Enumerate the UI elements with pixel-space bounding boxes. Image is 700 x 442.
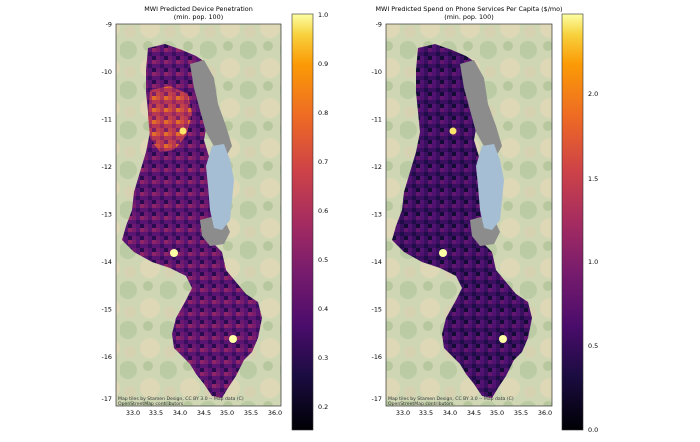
y-tick-label: -9 bbox=[106, 21, 112, 29]
masked-zone bbox=[190, 60, 232, 160]
x-tick-label: 35.0 bbox=[490, 409, 504, 417]
x-axis: 33.0 33.5 34.0 34.5 35.0 35.5 36.0 bbox=[396, 409, 552, 417]
x-tick-label: 33.5 bbox=[149, 409, 163, 417]
map-area bbox=[116, 24, 281, 406]
colorbar: 1.0 0.9 0.8 0.7 0.6 0.5 0.4 0.3 0.2 bbox=[291, 11, 328, 431]
colorbar-tick-label: 1.5 bbox=[588, 175, 598, 183]
y-tick-label: -17 bbox=[372, 395, 382, 403]
colorbar-tick-label: 0.0 bbox=[588, 426, 598, 434]
map-area bbox=[386, 24, 552, 406]
x-axis: 33.0 33.5 34.0 34.5 35.0 35.5 36.0 bbox=[126, 409, 282, 417]
y-tick-label: -9 bbox=[376, 21, 382, 29]
y-tick-label: -11 bbox=[102, 116, 112, 124]
attribution-line-1: Map tiles by Stamen Design, CC BY 3.0 --… bbox=[118, 396, 244, 402]
x-tick-label: 36.0 bbox=[268, 409, 282, 417]
hotspot-lilongwe bbox=[439, 249, 447, 257]
panel-device-penetration: MWI Predicted Device Penetration (min. p… bbox=[102, 5, 328, 431]
heatmap-region bbox=[392, 44, 532, 398]
y-tick-label: -15 bbox=[102, 306, 112, 314]
colorbar-tick-label: 1.0 bbox=[318, 11, 328, 19]
colorbar-gradient bbox=[291, 13, 314, 431]
lake-malawi bbox=[476, 144, 504, 230]
attribution-line-1: Map tiles by Stamen Design, CC BY 3.0 --… bbox=[388, 396, 514, 402]
hotspot-blantyre bbox=[499, 335, 507, 343]
y-tick-label: -16 bbox=[102, 353, 112, 361]
colorbar-tick-label: 2.0 bbox=[588, 90, 598, 98]
lake-malawi bbox=[206, 144, 234, 230]
colorbar-tick-label: 0.3 bbox=[318, 354, 328, 362]
panel-spend-per-capita: MWI Predicted Spend on Phone Services Pe… bbox=[372, 5, 599, 434]
y-tick-label: -10 bbox=[102, 68, 112, 76]
colorbar-tick-label: 0.4 bbox=[318, 305, 328, 313]
panel-title: MWI Predicted Spend on Phone Services Pe… bbox=[376, 5, 563, 13]
panel-subtitle: (min. pop. 100) bbox=[444, 13, 493, 21]
colorbar: 2.0 1.5 1.0 0.5 0.0 bbox=[561, 13, 598, 434]
hotspot-blantyre bbox=[229, 335, 237, 343]
hotspot-mzuzu bbox=[179, 127, 187, 135]
y-tick-label: -14 bbox=[102, 258, 112, 266]
y-tick-label: -17 bbox=[102, 395, 112, 403]
colorbar-tick-label: 0.8 bbox=[318, 109, 328, 117]
y-tick-label: -15 bbox=[372, 306, 382, 314]
x-tick-label: 34.0 bbox=[443, 409, 457, 417]
hotspot-lilongwe bbox=[170, 249, 178, 257]
y-tick-label: -10 bbox=[372, 68, 382, 76]
x-tick-label: 33.5 bbox=[419, 409, 433, 417]
x-tick-label: 34.5 bbox=[197, 409, 211, 417]
colorbar-tick-label: 0.5 bbox=[318, 256, 328, 264]
x-tick-label: 34.0 bbox=[173, 409, 187, 417]
x-tick-label: 35.0 bbox=[220, 409, 234, 417]
map-frame bbox=[385, 23, 553, 407]
y-axis: -9 -10 -11 -12 -13 -14 -15 -16 -17 bbox=[372, 21, 382, 404]
colorbar-tick-label: 0.7 bbox=[318, 158, 328, 166]
hotspot-mzuzu bbox=[449, 127, 457, 135]
x-tick-label: 33.0 bbox=[126, 409, 140, 417]
y-tick-label: -11 bbox=[372, 116, 382, 124]
panel-title: MWI Predicted Device Penetration bbox=[144, 5, 253, 13]
x-tick-label: 35.5 bbox=[244, 409, 258, 417]
y-tick-label: -13 bbox=[372, 211, 382, 219]
heatmap-hot-zone bbox=[148, 86, 192, 152]
panel-subtitle: (min. pop. 100) bbox=[174, 13, 223, 21]
attribution-line-2: OpenStreetMap contributors bbox=[388, 401, 454, 407]
y-axis: -9 -10 -11 -12 -13 -14 -15 -16 -17 bbox=[102, 21, 112, 404]
y-tick-label: -12 bbox=[372, 163, 382, 171]
map-frame bbox=[115, 23, 282, 407]
colorbar-tick-label: 0.5 bbox=[588, 342, 598, 350]
x-tick-label: 35.5 bbox=[514, 409, 528, 417]
colorbar-tick-label: 0.2 bbox=[318, 403, 328, 411]
y-tick-label: -14 bbox=[372, 258, 382, 266]
y-tick-label: -13 bbox=[102, 211, 112, 219]
colorbar-tick-label: 0.6 bbox=[318, 207, 328, 215]
y-tick-label: -12 bbox=[102, 163, 112, 171]
attribution-line-2: OpenStreetMap contributors bbox=[118, 401, 184, 407]
y-tick-label: -16 bbox=[372, 353, 382, 361]
colorbar-tick-label: 1.0 bbox=[588, 258, 598, 266]
masked-zone bbox=[460, 60, 502, 160]
colorbar-tick-label: 0.9 bbox=[318, 60, 328, 68]
colorbar-gradient bbox=[561, 13, 584, 431]
x-tick-label: 36.0 bbox=[538, 409, 552, 417]
x-tick-label: 33.0 bbox=[396, 409, 410, 417]
x-tick-label: 34.5 bbox=[467, 409, 481, 417]
